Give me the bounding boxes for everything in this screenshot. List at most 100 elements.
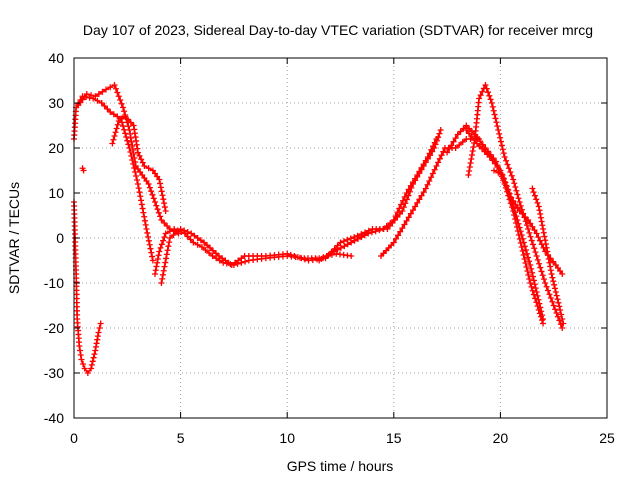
data-point <box>149 257 156 264</box>
data-point <box>99 88 106 95</box>
data-point <box>531 192 538 199</box>
data-point <box>127 135 134 141</box>
data-point <box>426 150 433 157</box>
data-point <box>197 237 204 244</box>
data-point <box>351 237 358 244</box>
data-point <box>166 228 173 235</box>
data-point <box>495 169 502 176</box>
data-point <box>242 258 249 265</box>
ticks: 0 5 10 15 20 25 -40 -30 -20 -10 0 10 20 30 40 <box>44 50 615 446</box>
data-point <box>559 325 566 331</box>
data-point <box>463 127 470 133</box>
data-point <box>138 201 145 208</box>
x-tick-label: 20 <box>493 430 509 446</box>
data-point <box>560 320 567 327</box>
data-point <box>528 265 535 272</box>
x-tick-label: 0 <box>70 430 78 446</box>
data-point <box>513 213 520 220</box>
data-point <box>235 257 242 264</box>
series-layer <box>71 82 567 376</box>
data-point <box>207 244 214 251</box>
data-point <box>486 154 493 160</box>
data-point <box>170 232 177 238</box>
data-point <box>554 313 561 320</box>
plot-frame <box>73 57 608 419</box>
data-point <box>535 203 542 210</box>
data-point <box>422 185 429 192</box>
data-point <box>497 134 504 141</box>
data-point <box>515 220 522 227</box>
data-point <box>525 254 532 261</box>
data-point <box>529 287 536 294</box>
data-point <box>152 271 159 277</box>
data-point <box>465 130 472 137</box>
data-point <box>399 197 406 204</box>
data-point <box>553 310 560 316</box>
data-point <box>101 103 108 109</box>
data-point <box>376 227 383 234</box>
data-point <box>405 214 412 221</box>
data-point <box>535 296 542 303</box>
data-point <box>298 255 305 262</box>
data-point <box>504 161 511 168</box>
series-arc-6 <box>316 136 440 264</box>
data-point <box>125 141 132 148</box>
data-point <box>156 176 163 183</box>
data-point <box>431 166 438 173</box>
data-point <box>146 241 153 248</box>
data-point <box>131 155 138 161</box>
data-point <box>517 202 524 209</box>
data-point <box>407 182 414 189</box>
data-point <box>507 169 514 175</box>
data-point <box>148 249 155 256</box>
data-point <box>91 351 98 358</box>
data-point <box>440 148 447 155</box>
data-point <box>77 352 84 358</box>
data-point <box>399 225 406 232</box>
data-point <box>528 283 535 290</box>
data-point <box>147 245 154 252</box>
data-point <box>534 292 541 299</box>
data-point <box>136 152 143 159</box>
data-point <box>412 203 419 210</box>
data-point <box>123 134 130 141</box>
data-point <box>162 259 169 266</box>
data-point <box>537 211 544 217</box>
data-point <box>405 186 412 193</box>
data-point <box>465 172 472 178</box>
data-point <box>518 232 525 238</box>
data-point <box>201 239 208 246</box>
data-point <box>396 205 403 212</box>
data-point <box>121 126 128 133</box>
data-point <box>143 226 150 232</box>
data-point <box>529 273 536 280</box>
data-point <box>559 316 566 322</box>
data-point <box>418 192 425 199</box>
data-point <box>145 165 152 172</box>
data-point <box>395 232 402 239</box>
data-point <box>505 187 512 193</box>
data-point <box>486 92 493 99</box>
data-point <box>552 289 559 295</box>
data-point <box>511 180 518 187</box>
data-point <box>134 177 141 183</box>
data-point <box>159 192 166 199</box>
data-point <box>501 154 508 160</box>
data-point <box>436 130 443 137</box>
data-point <box>164 247 171 254</box>
data-point <box>471 137 478 144</box>
series-arc-12 <box>529 185 567 327</box>
data-point <box>158 241 165 248</box>
data-point <box>457 128 464 135</box>
data-point <box>516 208 523 214</box>
data-point <box>215 253 222 259</box>
data-point <box>88 365 95 372</box>
data-point <box>537 214 544 221</box>
data-point <box>526 229 533 236</box>
data-point <box>403 217 410 224</box>
data-point <box>409 179 416 186</box>
data-point <box>161 234 168 241</box>
data-point <box>518 244 525 250</box>
data-point <box>547 263 554 270</box>
y-tick-label: 30 <box>48 95 64 111</box>
